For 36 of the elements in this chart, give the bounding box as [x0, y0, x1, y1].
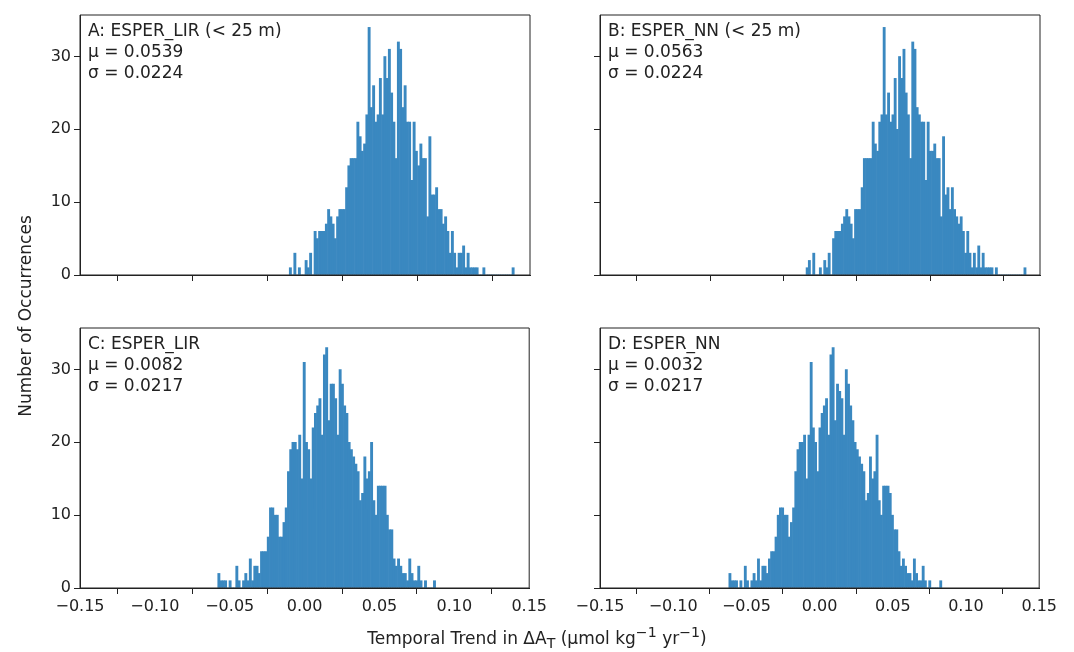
annotation: C: ESPER_LIR	[88, 332, 201, 354]
annotation: μ = 0.0032	[608, 353, 704, 374]
x-tick-label: −0.10	[130, 595, 180, 615]
annotation: σ = 0.0224	[608, 61, 704, 82]
annotation: μ = 0.0539	[88, 40, 184, 61]
y-tick-label: 10	[50, 504, 71, 524]
x-tick-label: 0.05	[874, 595, 911, 615]
x-tick-label: 0.15	[511, 595, 547, 615]
x-tick-label: 0.10	[948, 595, 984, 615]
annotation: B: ESPER_NN (< 25 m)	[608, 19, 801, 41]
x-tick-label: 0.00	[801, 595, 838, 615]
x-tick-label: 0.05	[361, 595, 398, 615]
annotation: μ = 0.0563	[608, 40, 704, 61]
x-tick-label: 0.00	[286, 595, 323, 615]
y-tick-label: 20	[50, 431, 71, 451]
annotation: σ = 0.0224	[88, 61, 184, 82]
y-axis-title: Number of Occurrences	[15, 214, 35, 419]
x-tick-label: 0.15	[1021, 595, 1057, 615]
y-tick-label: 20	[50, 118, 71, 138]
y-tick-label: 0	[60, 577, 71, 597]
x-tick-label: −0.15	[575, 595, 625, 615]
x-tick-label: −0.05	[721, 595, 771, 615]
x-tick-label: −0.10	[648, 595, 698, 615]
x-tick-label: −0.05	[205, 595, 255, 615]
annotation: μ = 0.0082	[88, 353, 184, 374]
y-tick-label: 0	[60, 264, 71, 284]
y-tick-label: 30	[50, 358, 71, 378]
x-axis-title: Temporal Trend in ΔA$_{T}$ (μmol kg$^{−1}$ yr$^{−1}$)	[366, 624, 708, 652]
y-tick-label: 30	[50, 45, 71, 65]
annotation: σ = 0.0217	[88, 374, 184, 395]
annotation: D: ESPER_NN	[608, 332, 721, 354]
annotation: σ = 0.0217	[608, 374, 704, 395]
y-tick-label: 10	[50, 191, 71, 211]
x-tick-label: −0.15	[55, 595, 105, 615]
annotation: A: ESPER_LIR (< 25 m)	[88, 19, 282, 41]
x-tick-label: 0.10	[436, 595, 473, 615]
